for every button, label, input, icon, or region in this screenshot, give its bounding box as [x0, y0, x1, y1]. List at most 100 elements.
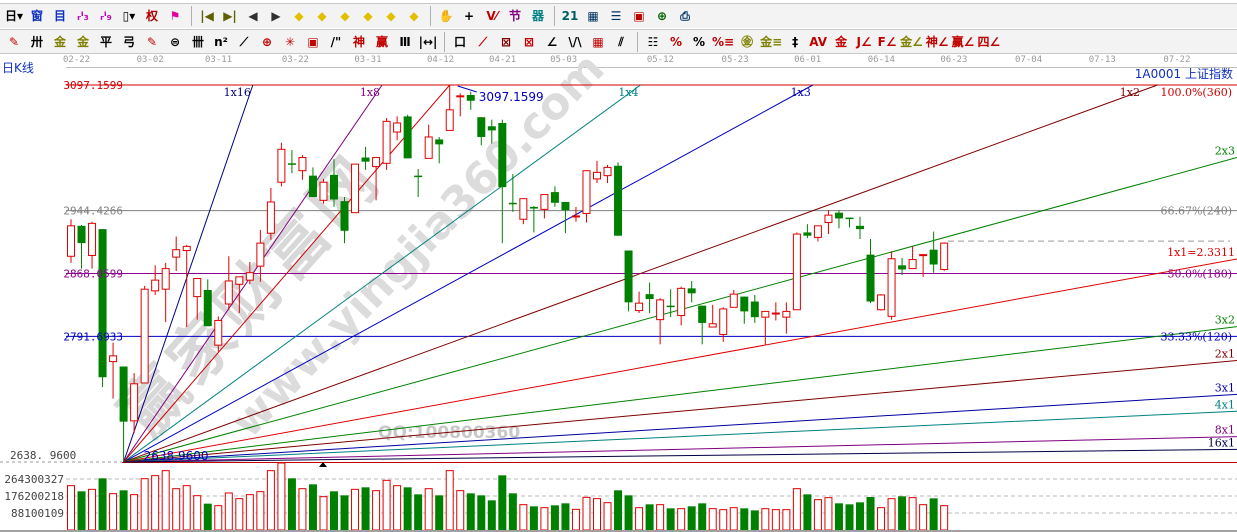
- notes-icon[interactable]: 目: [53, 9, 66, 23]
- chart-9-icon[interactable]: ᵣᴵ₉: [100, 9, 112, 23]
- gann-square-icon[interactable]: ⊠: [523, 34, 535, 49]
- expand-icon[interactable]: ◆: [340, 9, 350, 23]
- volume-bar: [119, 490, 128, 530]
- angle-icon[interactable]: /": [330, 34, 342, 49]
- god-angle-icon[interactable]: 神∠: [925, 34, 949, 49]
- crosshair-icon[interactable]: +: [463, 9, 475, 23]
- move-left-icon[interactable]: ◆: [294, 9, 304, 23]
- print-icon[interactable]: ⎙: [680, 9, 690, 23]
- hand-icon[interactable]: ✋: [438, 9, 454, 23]
- volume-bar: [308, 484, 317, 530]
- volume-bar: [593, 498, 601, 531]
- golden-split-icon[interactable]: 金: [76, 34, 89, 49]
- calculator-icon[interactable]: ▦: [587, 9, 599, 23]
- pencil-icon[interactable]: ✎: [8, 34, 20, 49]
- f-angle-icon[interactable]: F∠: [877, 34, 897, 49]
- gann-line-label: 1x16: [224, 86, 251, 99]
- web-icon[interactable]: ✳: [284, 34, 296, 49]
- candle-body: [635, 302, 644, 312]
- rights-adjust-icon[interactable]: 权: [145, 9, 158, 23]
- four-angle-icon[interactable]: 四∠: [977, 34, 1001, 49]
- gann-box-icon[interactable]: ⊠: [500, 34, 512, 49]
- golden-ratio-icon[interactable]: 金: [53, 34, 66, 49]
- v-line-icon[interactable]: \/\: [568, 34, 582, 49]
- volume-bar: [456, 490, 465, 531]
- n-squared-icon[interactable]: n²: [214, 34, 228, 49]
- scroll-right-icon[interactable]: ▶: [271, 9, 281, 23]
- percent-line-icon[interactable]: 平: [99, 34, 112, 49]
- angle-line-icon[interactable]: ∠: [546, 34, 558, 49]
- section-icon[interactable]: 节: [508, 9, 521, 23]
- gold-bar-icon[interactable]: 金: [835, 34, 848, 49]
- candle-type-button[interactable]: ▯▾: [122, 9, 136, 23]
- bar-icon[interactable]: ‡: [792, 34, 799, 49]
- document-icon[interactable]: ☰: [610, 9, 622, 23]
- candle: [803, 224, 812, 239]
- god-number-icon[interactable]: 神: [352, 34, 365, 49]
- window-icon[interactable]: 窗: [30, 9, 43, 23]
- zoom-out-icon[interactable]: ◆: [409, 9, 419, 23]
- draw-line-icon[interactable]: V⁄: [486, 9, 498, 23]
- period-select-button[interactable]: 日▾: [4, 9, 24, 23]
- j-angle-icon[interactable]: J∠: [856, 34, 872, 49]
- target-icon[interactable]: ⊕: [261, 34, 273, 49]
- speed-lines-icon[interactable]: ⫽: [618, 34, 624, 49]
- date-tick-label: 03-02: [136, 55, 164, 65]
- candle: [550, 186, 559, 207]
- pencil-2-icon[interactable]: ✎: [146, 34, 158, 49]
- gann-fan-icon[interactable]: ⟋: [478, 34, 488, 49]
- volume-tick-label: 176200218: [4, 490, 64, 503]
- date-tick-label: 02-22: [63, 55, 91, 65]
- parallel-lines-icon[interactable]: 卅: [30, 34, 43, 49]
- gold-angle-icon[interactable]: 金∠: [900, 34, 923, 49]
- list-icon[interactable]: ☷: [647, 34, 659, 49]
- zoom-in-icon[interactable]: ◆: [386, 9, 396, 23]
- network-icon[interactable]: ⊕: [656, 9, 668, 23]
- grid-icon[interactable]: ▦: [592, 34, 604, 49]
- scroll-left-icon[interactable]: ◀: [248, 9, 258, 23]
- volume-bar: [519, 504, 528, 531]
- candle-body: [603, 166, 612, 177]
- volume-bar: [98, 478, 107, 530]
- flag-icon[interactable]: ⚑: [169, 9, 181, 23]
- toolbar-separator: [430, 6, 431, 26]
- winner-angle-icon[interactable]: 赢∠: [951, 34, 975, 49]
- rectangle-icon[interactable]: 口: [453, 34, 466, 49]
- box-icon[interactable]: ▣: [307, 34, 319, 49]
- calendar-icon[interactable]: 21: [561, 9, 579, 23]
- candle-body: [172, 249, 181, 258]
- percent-lines-icon[interactable]: %≡: [712, 34, 735, 49]
- move-right-icon[interactable]: ◆: [317, 9, 327, 23]
- chart-3-icon[interactable]: ᵣᴵ₃: [77, 9, 89, 23]
- volume-bar: [540, 507, 549, 531]
- candle-body: [666, 305, 675, 308]
- measure-icon[interactable]: |↔|: [418, 34, 438, 49]
- numbered-lines-icon[interactable]: Ⅲ: [399, 34, 411, 49]
- candle: [372, 157, 381, 201]
- gold-circle-icon[interactable]: ㊎: [741, 34, 754, 49]
- brain-icon[interactable]: 器: [531, 9, 544, 23]
- period-label[interactable]: 日K线: [2, 61, 34, 75]
- save-icon[interactable]: ▣: [633, 9, 645, 23]
- arrow-icon[interactable]: ⟋: [239, 34, 249, 49]
- cycle-lines-icon[interactable]: 卌: [191, 34, 204, 49]
- percent-fan-icon[interactable]: %: [669, 34, 683, 49]
- candle-body: [245, 272, 254, 281]
- percent-icon[interactable]: %: [692, 34, 706, 49]
- gold-lines-icon[interactable]: 金≡: [760, 34, 783, 49]
- last-page-icon[interactable]: ▶|: [223, 9, 237, 23]
- wave-icon[interactable]: 弓: [122, 34, 135, 49]
- circle-icon[interactable]: ⊜: [169, 34, 181, 49]
- candle-body: [856, 225, 864, 230]
- candle-body: [866, 254, 875, 302]
- candle-body: [130, 383, 139, 422]
- candle: [203, 279, 212, 327]
- shrink-icon[interactable]: ◆: [363, 9, 373, 23]
- candle: [593, 160, 601, 184]
- candle-body: [193, 277, 202, 298]
- date-tick-label: 07-13: [1088, 55, 1116, 65]
- av-icon[interactable]: AV: [809, 34, 828, 49]
- first-page-icon[interactable]: |◀: [200, 9, 214, 23]
- winner-icon[interactable]: 赢: [375, 34, 388, 49]
